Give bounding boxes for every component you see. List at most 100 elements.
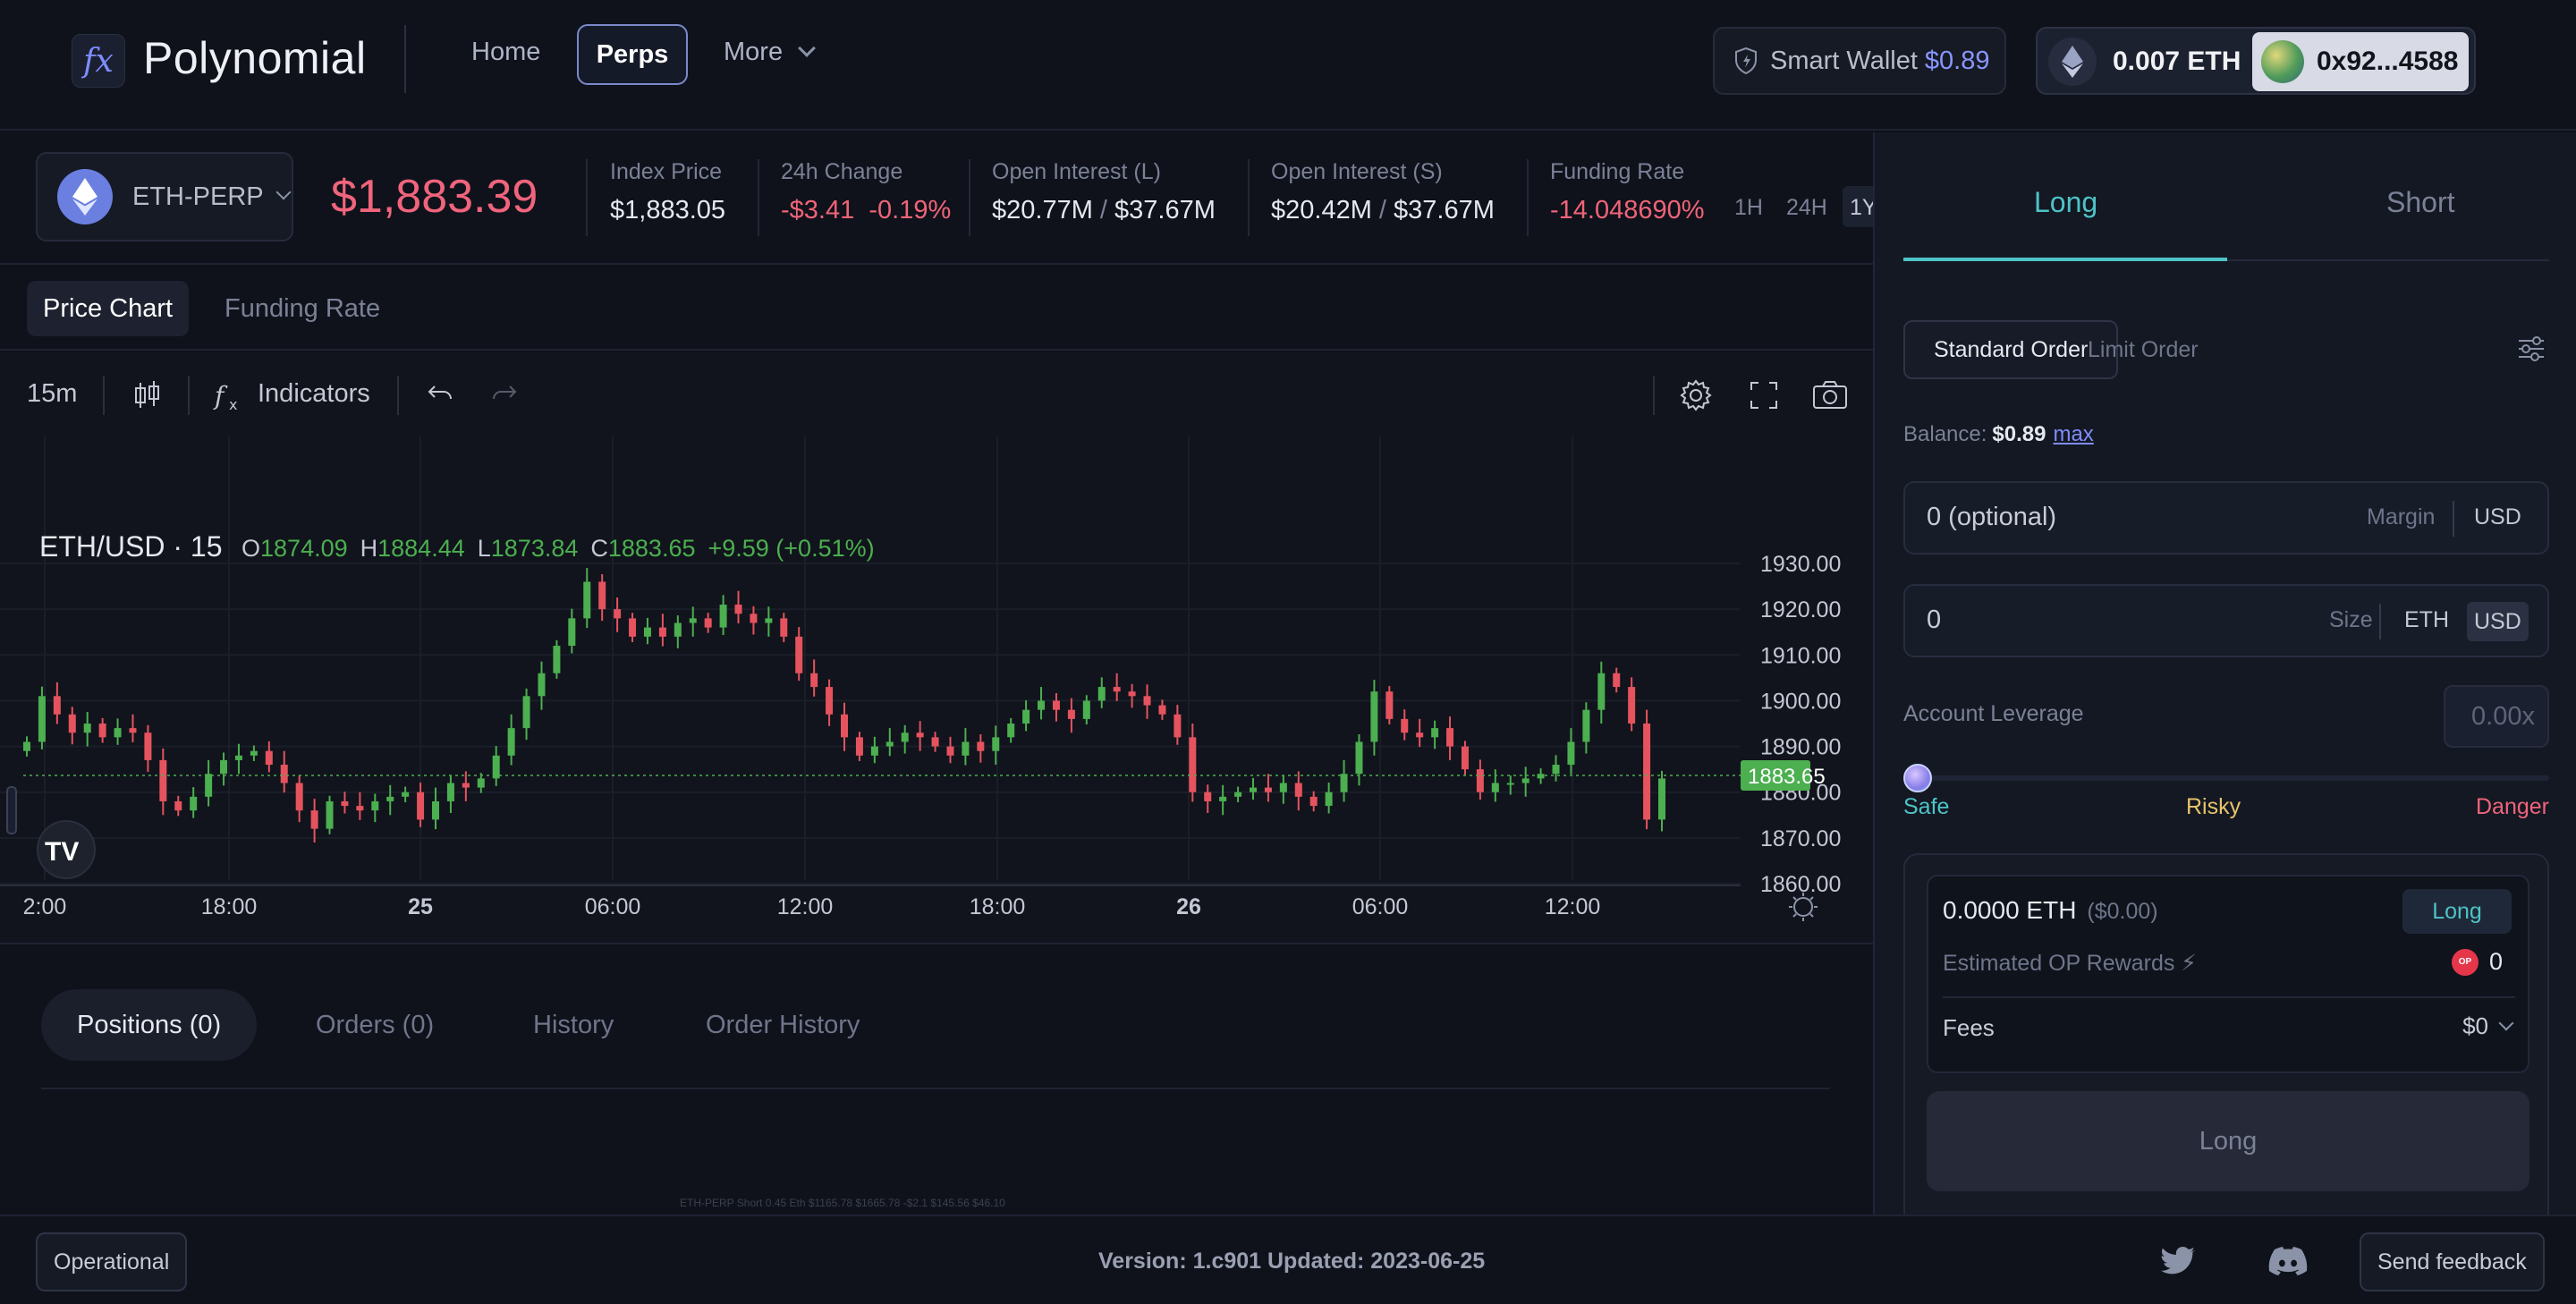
smart-wallet-button[interactable]: Smart Wallet $0.89 xyxy=(1713,27,2006,95)
candle-down xyxy=(704,618,712,628)
drawing-toolbar-handle[interactable] xyxy=(6,786,17,834)
wallet-address-pill[interactable]: 0x92...4588 xyxy=(2252,32,2469,91)
change-24h-stat: 24h Change -$3.41 -0.19% xyxy=(781,159,951,225)
market-selector[interactable]: ETH-PERP xyxy=(36,152,293,241)
wallet-button[interactable]: 0.007 ETH 0x92...4588 xyxy=(2036,27,2476,95)
submit-long-button[interactable]: Long xyxy=(1927,1091,2529,1191)
fees-dropdown[interactable]: $0 xyxy=(2462,1012,2514,1040)
oi-long-current: $20.77M xyxy=(992,196,1093,224)
oi-long-stat: Open Interest (L) $20.77M / $37.67M xyxy=(992,159,1216,224)
margin-input[interactable]: 0 (optional) Margin USD xyxy=(1903,481,2549,555)
indicators-button[interactable]: Indicators xyxy=(258,379,370,408)
candle-down xyxy=(1294,783,1302,797)
candle-up xyxy=(190,796,198,811)
tab-long[interactable]: Long xyxy=(2034,186,2098,218)
x-tick-label: 26 xyxy=(1176,894,1201,919)
redo-icon[interactable] xyxy=(485,374,528,417)
leverage-slider-track[interactable] xyxy=(1912,775,2549,781)
candle-down xyxy=(1613,673,1621,688)
wallet-address: 0x92...4588 xyxy=(2317,47,2459,76)
limit-order-button[interactable]: Limit Order xyxy=(2088,336,2199,362)
timeframe-1y[interactable]: 1Y xyxy=(1843,186,1878,227)
candle-down xyxy=(1401,718,1409,733)
candle-down xyxy=(417,792,425,820)
size-unit-eth[interactable]: ETH xyxy=(2404,607,2449,632)
candlestick-chart[interactable]: 1930.001920.001910.001900.001890.001880.… xyxy=(0,436,1873,943)
leverage-label: Account Leverage xyxy=(1903,701,2084,726)
op-token-icon: OP xyxy=(2451,948,2479,976)
candle-down xyxy=(1446,728,1454,747)
tab-short[interactable]: Short xyxy=(2386,186,2455,218)
y-axis[interactable]: 1930.001920.001910.001900.001890.001880.… xyxy=(1760,552,1841,897)
candle-up xyxy=(250,750,258,756)
time-settings-icon[interactable] xyxy=(1789,893,1818,921)
nav-home-link[interactable]: Home xyxy=(471,38,541,66)
x-tick-label: 2:00 xyxy=(23,894,67,919)
logo-icon[interactable]: fx xyxy=(72,34,125,88)
shield-icon xyxy=(1735,47,1757,74)
nav-perps-link[interactable]: Perps xyxy=(577,24,688,85)
twitter-icon[interactable] xyxy=(2161,1247,2197,1277)
chart-tabs: Price Chart Funding Rate xyxy=(0,267,1873,351)
settings-sliders-icon[interactable] xyxy=(2517,334,2546,363)
candle-up xyxy=(674,622,682,637)
candle-up xyxy=(1370,691,1378,742)
status-button[interactable]: Operational xyxy=(36,1232,188,1291)
op-rewards: OP 0 xyxy=(2451,948,2503,976)
candle-up xyxy=(1219,796,1227,801)
candle-style-icon[interactable] xyxy=(125,374,168,417)
tab-history[interactable]: History xyxy=(533,1010,614,1039)
undo-icon[interactable] xyxy=(417,374,460,417)
timeframe-24h[interactable]: 24H xyxy=(1786,195,1827,220)
size-input[interactable]: 0 Size ETH USD xyxy=(1903,584,2549,657)
x-tick-label: 06:00 xyxy=(585,894,641,919)
indicators-fx-icon[interactable]: f x xyxy=(208,374,250,417)
candle-up xyxy=(1234,792,1242,797)
candle-down xyxy=(159,759,167,801)
size-unit-usd[interactable]: USD xyxy=(2467,602,2529,641)
leverage-slider-thumb[interactable] xyxy=(1903,764,1932,792)
top-nav: fx Polynomial Home Perps More Smart Wall… xyxy=(0,0,2576,131)
tab-funding-rate[interactable]: Funding Rate xyxy=(225,293,381,323)
ohlc-change: +9.59 (+0.51%) xyxy=(708,535,874,562)
oi-short-current: $20.42M xyxy=(1271,196,1372,224)
tab-positions[interactable]: Positions (0) xyxy=(41,989,258,1061)
tradingview-logo-icon[interactable]: TV xyxy=(37,820,96,879)
positions-panel: Positions (0) Orders (0) History Order H… xyxy=(0,946,1873,1215)
interval-button[interactable]: 15m xyxy=(27,379,78,408)
candle-down xyxy=(310,810,318,829)
funding-value: -14.048690% xyxy=(1550,196,1705,224)
order-summary: 0.0000 ETH ($0.00) Long Estimated OP Rewa… xyxy=(1903,853,2549,1215)
timeframe-1h[interactable]: 1H xyxy=(1734,195,1763,220)
nav-more-menu[interactable]: More xyxy=(724,38,816,67)
candle-down xyxy=(265,750,273,766)
send-feedback-button[interactable]: Send feedback xyxy=(2360,1232,2545,1291)
margin-unit[interactable]: USD xyxy=(2474,504,2521,529)
candle-down xyxy=(1113,687,1121,692)
candle-down xyxy=(174,800,182,811)
candle-down xyxy=(1174,714,1182,738)
ohlc-open: 1874.09 xyxy=(260,535,348,562)
candle-down xyxy=(841,714,848,738)
camera-icon[interactable] xyxy=(1809,374,1852,417)
x-axis[interactable]: 2:00 18:00 25 06:00 12:00 18:00 26 06:00 12:00 xyxy=(23,894,1601,919)
fullscreen-icon[interactable] xyxy=(1742,374,1785,417)
tab-order-history[interactable]: Order History xyxy=(706,1010,860,1039)
candle-up xyxy=(220,759,228,775)
standard-order-button[interactable]: Standard Order xyxy=(1903,320,2119,379)
max-link[interactable]: max xyxy=(2053,422,2094,446)
candle-up xyxy=(553,646,561,673)
tab-orders[interactable]: Orders (0) xyxy=(316,1010,435,1039)
app-name[interactable]: Polynomial xyxy=(143,33,367,83)
candle-up xyxy=(886,741,894,747)
candle-down xyxy=(1128,691,1136,697)
discord-icon[interactable] xyxy=(2268,1247,2308,1277)
tab-price-chart[interactable]: Price Chart xyxy=(27,281,190,336)
oi-long-label: Open Interest (L) xyxy=(992,159,1161,184)
candle-up xyxy=(114,728,122,738)
candle-down xyxy=(1052,700,1060,710)
x-tick-label: 12:00 xyxy=(1545,894,1601,919)
gear-icon[interactable] xyxy=(1674,374,1717,417)
candle-up xyxy=(901,732,909,742)
leverage-value[interactable]: 0.00x xyxy=(2444,685,2549,748)
